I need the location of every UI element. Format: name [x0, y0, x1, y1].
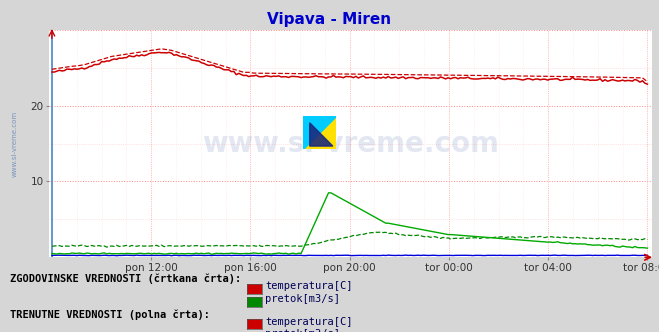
Text: pretok[m3/s]: pretok[m3/s]	[265, 294, 340, 304]
Text: www.si-vreme.com: www.si-vreme.com	[11, 111, 17, 177]
Polygon shape	[303, 116, 336, 149]
Text: temperatura[C]: temperatura[C]	[265, 281, 353, 291]
Text: temperatura[C]: temperatura[C]	[265, 317, 353, 327]
Text: ZGODOVINSKE VREDNOSTI (črtkana črta):: ZGODOVINSKE VREDNOSTI (črtkana črta):	[10, 274, 241, 285]
Text: TRENUTNE VREDNOSTI (polna črta):: TRENUTNE VREDNOSTI (polna črta):	[10, 309, 210, 320]
Text: pretok[m3/s]: pretok[m3/s]	[265, 329, 340, 332]
Polygon shape	[310, 123, 333, 146]
Polygon shape	[303, 116, 336, 149]
Text: www.si-vreme.com: www.si-vreme.com	[202, 129, 500, 158]
Text: Vipava - Miren: Vipava - Miren	[268, 12, 391, 27]
